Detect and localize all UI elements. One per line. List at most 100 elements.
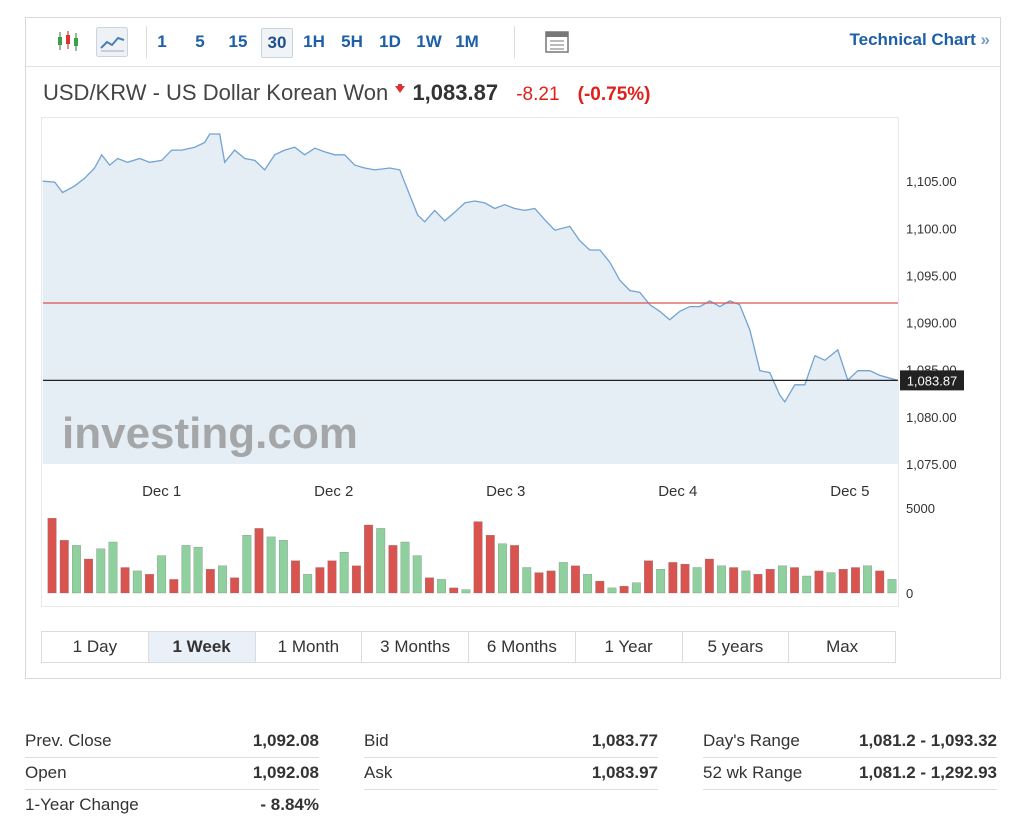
stat-row: Ask 1,083.97 — [364, 758, 658, 790]
price-label-box — [900, 370, 964, 391]
interval-button[interactable]: 1M — [455, 32, 479, 51]
down-arrow-icon — [395, 84, 406, 93]
range-button[interactable]: 5 years — [683, 632, 790, 662]
volume-bar — [364, 524, 373, 594]
volume-bar — [132, 570, 142, 594]
volume-bar — [266, 536, 276, 594]
volume-bar — [692, 567, 702, 594]
stat-value: 1,083.77 — [591, 731, 658, 750]
volume-bar — [656, 569, 666, 594]
y-tick-label: 0 — [906, 586, 913, 601]
volume-bar — [59, 540, 69, 594]
change-percent: (-0.75%) — [577, 84, 651, 105]
interval-button[interactable]: 1D — [379, 32, 401, 51]
quote-header: USD/KRW - US Dollar Korean Won 1,083.87 … — [43, 80, 651, 106]
range-button[interactable]: 1 Day — [42, 632, 149, 662]
stat-value: 1,083.97 — [591, 763, 658, 782]
volume-bar — [802, 575, 812, 594]
last-price: 1,083.87 — [412, 80, 499, 105]
volume-bar — [631, 582, 641, 594]
volume-bar — [777, 565, 787, 594]
stat-label: Prev. Close — [25, 731, 112, 750]
volume-bar — [169, 579, 179, 594]
volume-bar — [181, 545, 191, 594]
price-label: 1,083.87 — [907, 373, 958, 388]
table-icon[interactable] — [545, 31, 569, 53]
line-chart-icon[interactable] — [96, 27, 128, 57]
range-button[interactable]: 1 Year — [576, 632, 683, 662]
volume-bar — [717, 565, 726, 594]
volume-bar — [205, 569, 215, 594]
volume-bar — [120, 567, 130, 594]
y-tick-label: 1,105.00 — [906, 174, 957, 189]
range-button[interactable]: 1 Month — [256, 632, 363, 662]
stat-row: Prev. Close 1,092.08 — [25, 726, 319, 758]
stat-label: Bid — [364, 731, 389, 750]
divider — [146, 26, 147, 58]
interval-button[interactable]: 1H — [303, 32, 325, 51]
change: -8.21 — [516, 84, 560, 105]
range-button[interactable]: 3 Months — [362, 632, 469, 662]
volume-bar — [230, 577, 240, 594]
volume-bar — [291, 560, 300, 594]
volume-bar — [303, 574, 313, 594]
range-button[interactable]: Max — [826, 637, 859, 656]
volume-bar — [522, 567, 532, 594]
range-button[interactable]: 6 Months — [469, 632, 576, 662]
stat-value: 1,081.2 - 1,292.93 — [858, 763, 997, 782]
volume-bar — [47, 518, 57, 594]
stat-row: Bid 1,083.77 — [364, 726, 658, 758]
x-tick-label: Dec 4 — [658, 483, 697, 500]
x-tick-label: Dec 2 — [314, 483, 353, 500]
volume-bar — [619, 586, 629, 594]
watermark: investing.com — [62, 409, 358, 458]
toolbar: 1 5 15 30 1H 5H 1D 1W 1M Technical Chart » — [26, 18, 1000, 67]
interval-button[interactable]: 5 — [195, 32, 205, 51]
y-tick-label: 1,080.00 — [906, 410, 957, 425]
volume-bar — [729, 567, 739, 594]
stat-value: 1,092.08 — [252, 731, 319, 750]
volume-bar — [668, 562, 678, 594]
volume-bar — [96, 548, 106, 594]
instrument-name: USD/KRW - US Dollar Korean Won — [43, 80, 389, 105]
candlestick-icon[interactable] — [56, 29, 80, 53]
stat-label: Open — [25, 763, 67, 782]
volume-bar — [838, 569, 848, 594]
volume-bar — [376, 528, 386, 594]
link-text[interactable]: Technical Chart — [849, 30, 976, 49]
volume-bar — [388, 545, 398, 594]
link-arrow[interactable]: » — [980, 30, 990, 49]
interval-button[interactable]: 15 — [228, 32, 248, 51]
stat-row: Open 1,092.08 — [25, 758, 319, 790]
volume-bar — [863, 565, 872, 594]
interval-button[interactable]: 1W — [416, 32, 442, 51]
x-tick-label: Dec 5 — [830, 483, 869, 500]
volume-bar — [607, 587, 617, 594]
chart: investing.com 1,075.001,080.001,085.001,… — [41, 117, 964, 607]
interval-button[interactable]: 1 — [157, 32, 167, 51]
price-line — [42, 133, 898, 403]
volume-bar — [218, 565, 227, 594]
volume-bar — [826, 572, 836, 594]
technical-chart-link[interactable]: Technical Chart » — [850, 30, 990, 50]
range-button[interactable]: 1 Week — [148, 632, 256, 662]
stat-label: Ask — [364, 763, 393, 782]
volume-bar — [558, 562, 568, 594]
volume-bar — [327, 560, 337, 594]
y-tick-label: 1,095.00 — [906, 268, 957, 283]
y-tick-label: 1,100.00 — [906, 221, 957, 236]
volume-bar — [449, 587, 459, 594]
volume-bar — [741, 570, 751, 594]
interval-button[interactable]: 5H — [341, 32, 363, 51]
interval-button[interactable]: 30 — [261, 28, 293, 58]
volume-bar — [351, 565, 361, 594]
stat-row: Day's Range 1,081.2 - 1,093.32 — [703, 726, 997, 758]
volume-bar — [157, 555, 167, 594]
y-tick-label: 1,090.00 — [906, 316, 957, 331]
volume-bar — [790, 567, 799, 594]
volume-bar — [875, 570, 885, 594]
volume-bar — [145, 574, 154, 594]
stat-label: 52 wk Range — [703, 763, 803, 782]
volume-bar — [546, 570, 556, 594]
